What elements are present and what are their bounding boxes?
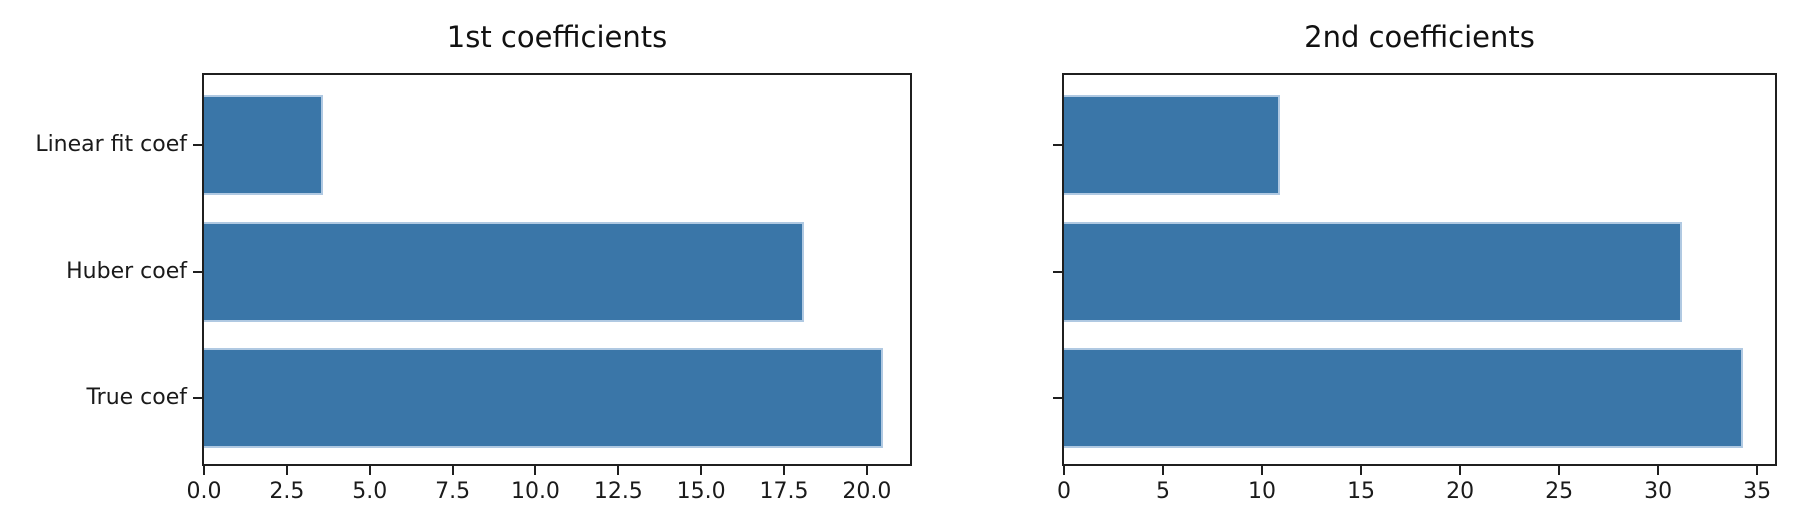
x-tick-label: 10.0 (510, 479, 560, 504)
y-tick-mark (193, 397, 202, 399)
x-tick-mark (1162, 466, 1165, 475)
x-tick-label: 10 (1248, 479, 1277, 504)
x-tick-mark (534, 466, 537, 475)
x-tick-mark (1657, 466, 1660, 475)
y-tick-mark (1053, 397, 1062, 399)
y-tick-mark (193, 270, 202, 273)
x-tick-label: 7.5 (435, 479, 471, 504)
x-tick-label: 15.0 (676, 479, 726, 504)
x-tick-mark (203, 466, 205, 475)
x-tick-label: 5.0 (352, 479, 388, 504)
x-tick-label: 12.5 (593, 479, 643, 504)
x-tick-mark (451, 466, 454, 475)
y-tick-mark (193, 144, 202, 146)
y-tick-label-true-coef: True coef (86, 385, 187, 410)
x-tick-mark (1261, 466, 1264, 475)
y-tick-mark (1053, 270, 1062, 273)
bar-linear-fit-coef (204, 95, 324, 195)
subplot-1st-coefficients: 1st coefficients Linear fit coef Huber co… (35, 20, 912, 504)
bar-true-coef (204, 348, 884, 448)
x-tick-label: 0 (1057, 479, 1071, 504)
x-tick-label: 25 (1545, 479, 1574, 504)
bar-linear-fit-coef (1064, 95, 1280, 195)
x-tick-label: 2.5 (269, 479, 305, 504)
x-tick-label: 30 (1644, 479, 1673, 504)
x-tick-mark (1459, 466, 1462, 475)
x-tick-mark (700, 466, 703, 475)
x-tick-mark (617, 466, 620, 475)
x-tick-mark (368, 466, 371, 475)
bar-true-coef (1064, 348, 1744, 448)
x-tick-mark (285, 466, 288, 475)
x-tick-label: 20.0 (842, 479, 892, 504)
subplot-2nd-coefficients: 2nd coefficients 0 5 10 15 20 25 30 35 (1053, 20, 1777, 504)
y-tick-label-huber-coef: Huber coef (66, 258, 187, 284)
x-tick-mark (1756, 466, 1759, 475)
bar-huber-coef (204, 221, 804, 322)
x-tick-mark (783, 466, 786, 475)
x-tick-label: 0.0 (186, 479, 222, 504)
x-tick-label: 15 (1347, 479, 1376, 504)
bar-huber-coef (1064, 221, 1682, 322)
x-tick-label: 35 (1743, 479, 1772, 504)
y-tick-mark (1053, 144, 1062, 146)
x-tick-label: 5 (1156, 479, 1171, 504)
chart-title: 2nd coefficients (1304, 20, 1535, 54)
y-tick-label-linear-fit-coef: Linear fit coef (35, 132, 187, 157)
x-tick-label: 17.5 (759, 479, 809, 504)
x-tick-mark (1360, 466, 1363, 475)
x-tick-mark (1063, 466, 1065, 475)
x-tick-mark (1558, 466, 1561, 475)
chart-title: 1st coefficients (446, 20, 668, 54)
x-tick-mark (865, 466, 868, 475)
x-tick-label: 20 (1446, 479, 1475, 504)
